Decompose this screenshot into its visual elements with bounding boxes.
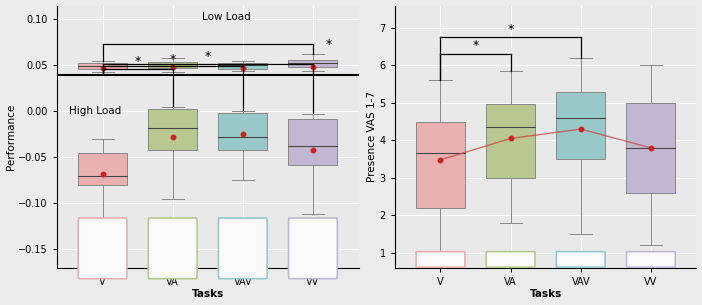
FancyBboxPatch shape (486, 252, 535, 267)
Text: *: * (170, 53, 176, 66)
FancyBboxPatch shape (148, 218, 197, 279)
Text: Low Load: Low Load (201, 12, 251, 22)
FancyBboxPatch shape (626, 252, 675, 267)
X-axis label: Tasks: Tasks (529, 289, 562, 300)
Bar (148, 62, 197, 68)
Bar (218, 113, 267, 150)
Bar (289, 60, 338, 67)
Bar (218, 63, 267, 69)
Text: *: * (326, 38, 332, 51)
Bar (148, 109, 197, 150)
Bar (289, 119, 338, 165)
Bar (78, 63, 127, 69)
Y-axis label: Presence VAS 1-7: Presence VAS 1-7 (367, 91, 377, 182)
FancyBboxPatch shape (289, 218, 338, 279)
FancyBboxPatch shape (557, 252, 605, 267)
Text: *: * (204, 51, 211, 63)
FancyBboxPatch shape (218, 218, 267, 279)
FancyBboxPatch shape (78, 218, 127, 279)
Bar (486, 104, 535, 178)
Bar (416, 122, 465, 208)
Y-axis label: Performance: Performance (6, 103, 15, 170)
Text: High Load: High Load (69, 106, 121, 117)
FancyBboxPatch shape (416, 252, 465, 267)
Text: *: * (135, 55, 141, 68)
Text: *: * (508, 23, 514, 35)
Bar (78, 153, 127, 185)
X-axis label: Tasks: Tasks (192, 289, 224, 300)
Text: *: * (472, 39, 479, 52)
Bar (556, 92, 605, 159)
Bar (626, 103, 675, 193)
